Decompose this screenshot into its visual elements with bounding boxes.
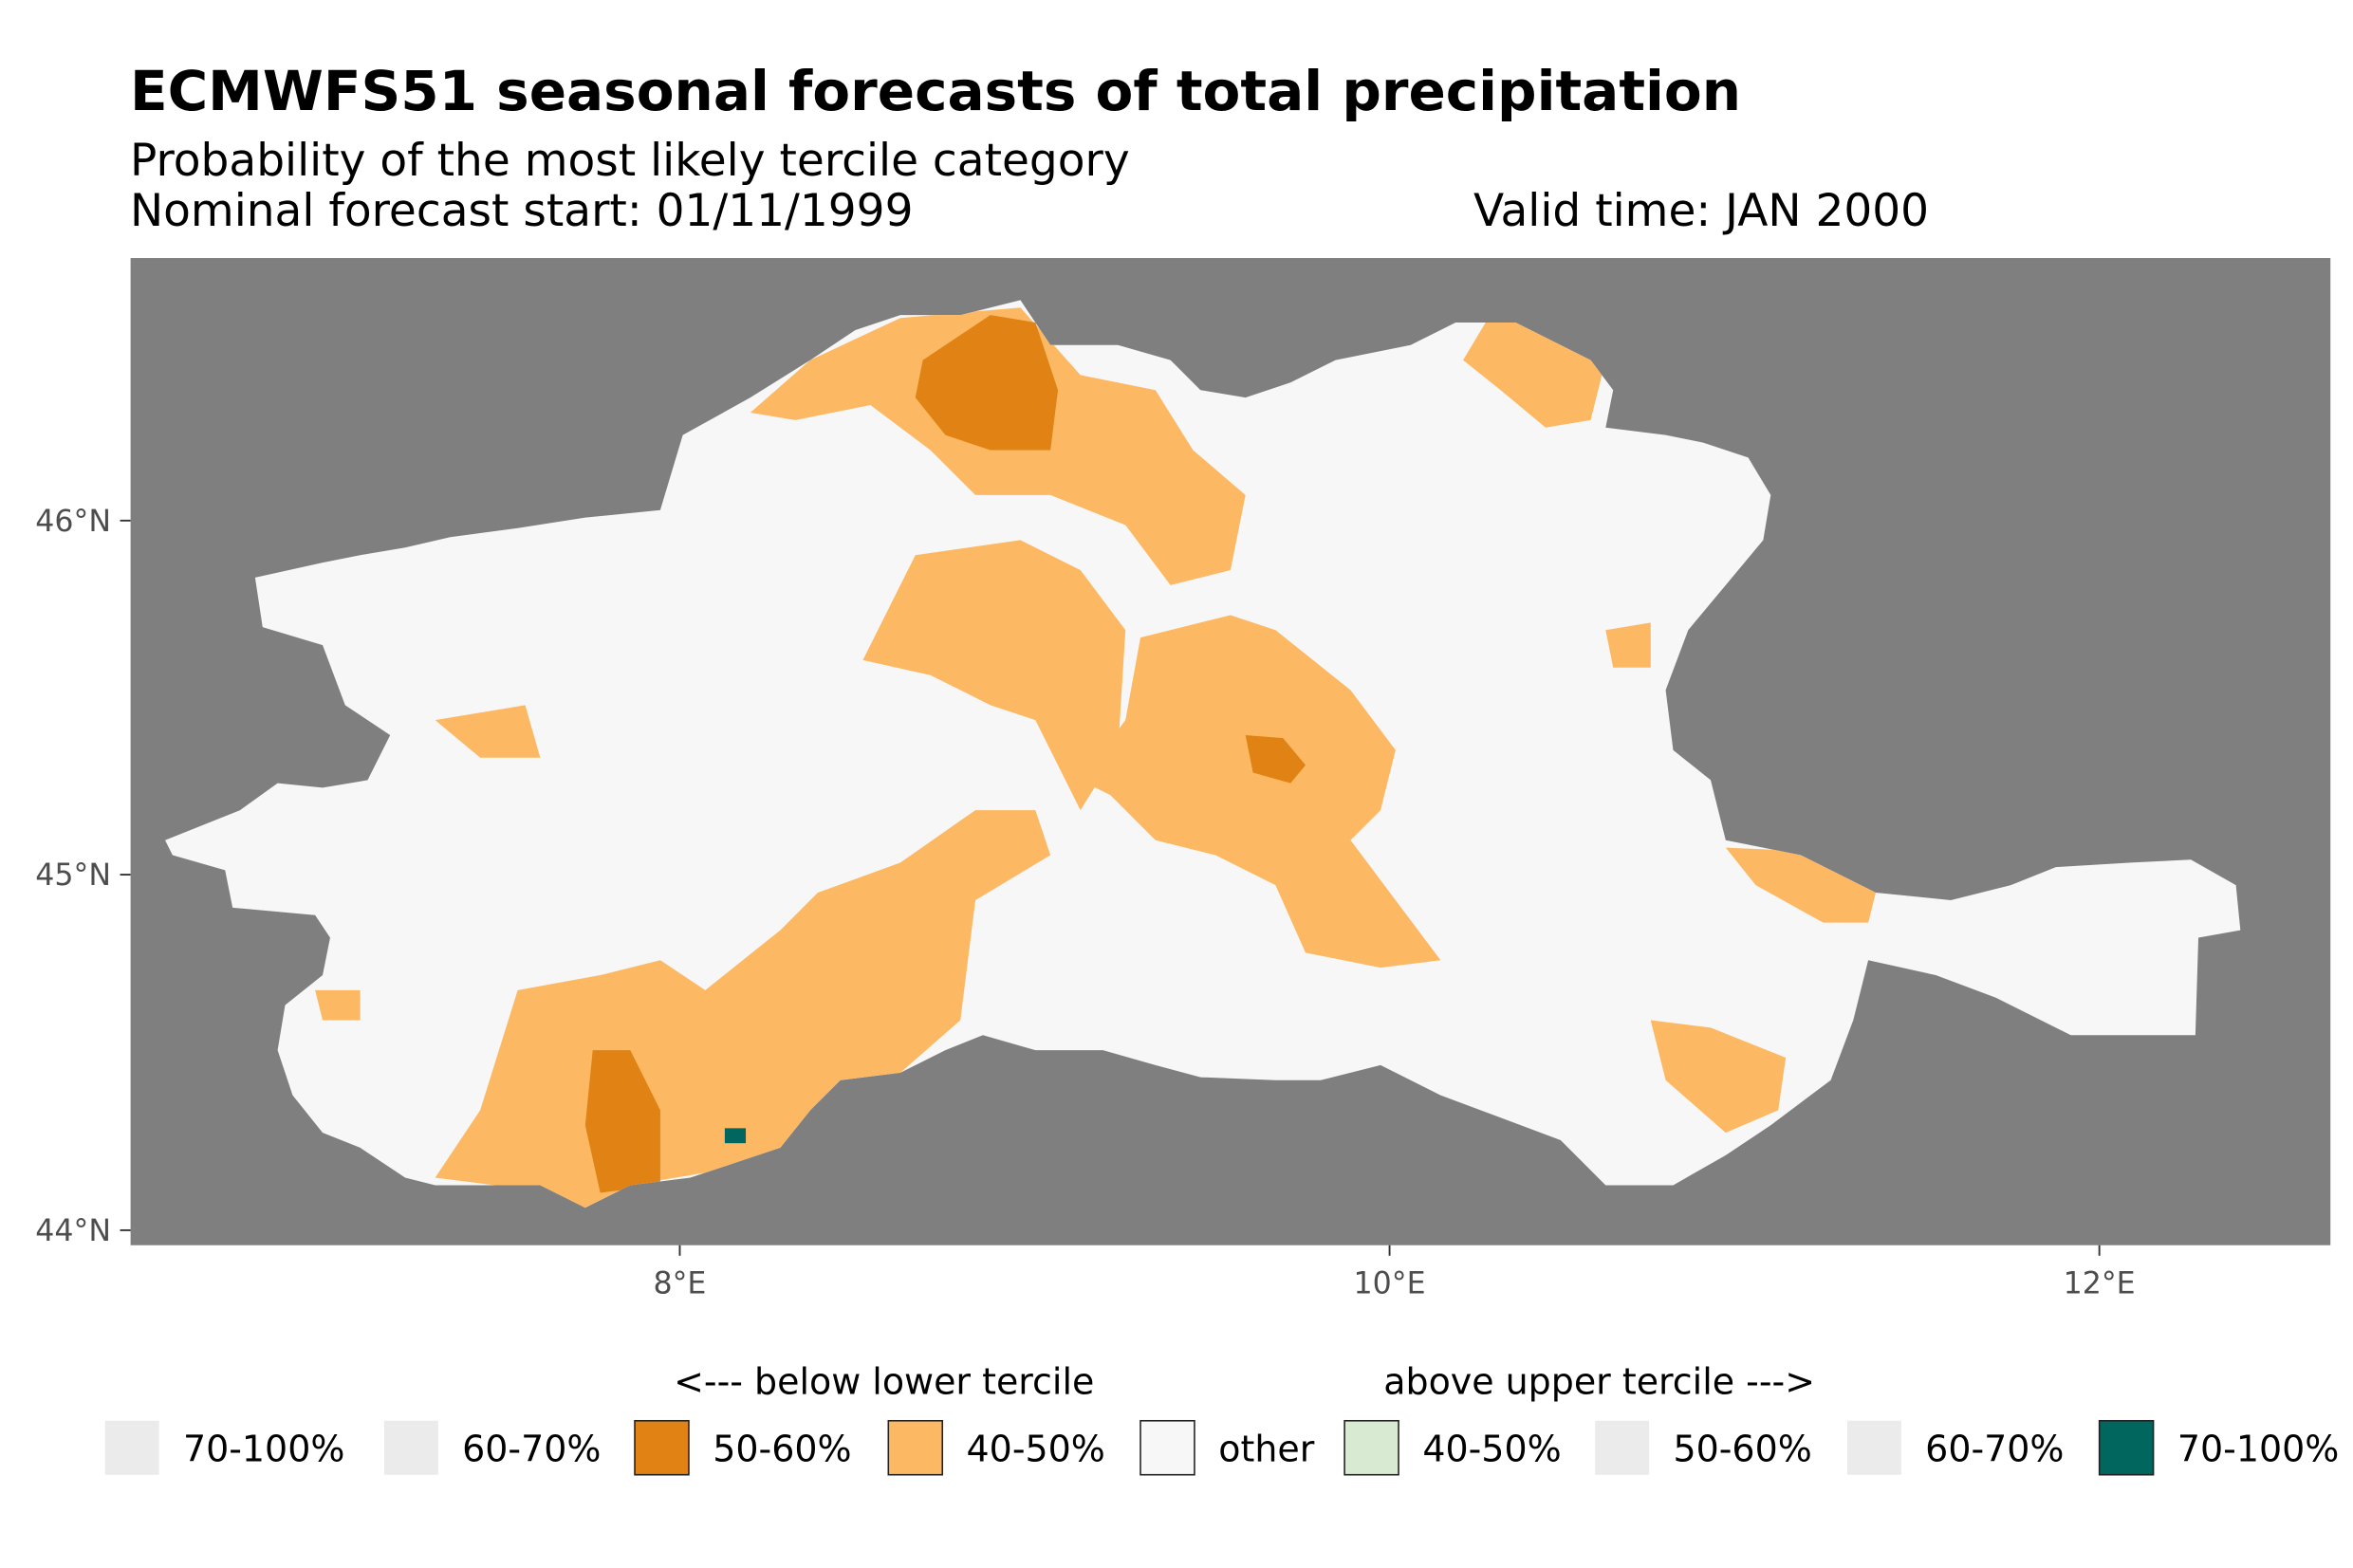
legend-label: 60-70% [1925,1428,2064,1469]
y-tick-label: 45°N [35,858,111,893]
x-tick-label: 12°E [2064,1266,2136,1301]
region-below-40-50-center [862,540,1126,811]
region-below-50-60-center [1245,734,1306,784]
region-above-70-100 [724,1128,747,1144]
forecast-start: Nominal forecast start: 01/11/1999 [130,185,914,237]
legend-key [2098,1419,2155,1476]
legend-title-above: above upper tercile ---> [1383,1360,1815,1402]
legend-key [1343,1419,1399,1476]
chart-subtitle: Probability of the most likely tercile c… [130,135,1130,187]
region-below-40-50-east [1080,615,1441,968]
legend-label: 40-50% [1422,1428,1561,1469]
legend-key [634,1419,690,1476]
legend-key [1139,1419,1195,1476]
x-tick-label: 8°E [654,1266,707,1301]
y-tick-label: 46°N [35,505,111,539]
legend-key [1846,1420,1901,1475]
legend-key [104,1420,159,1475]
legend-key [1595,1420,1650,1475]
y-tick-label: 44°N [35,1214,111,1248]
legend-label: 40-50% [967,1428,1105,1469]
legend-label: 60-70% [462,1428,601,1469]
valid-time: Valid time: JAN 2000 [1473,185,1930,237]
region-below-50-60-north [915,315,1059,451]
region-below-40-50-southeast [1650,1020,1787,1134]
legend-key [383,1420,438,1475]
legend-label: 50-60% [1673,1428,1811,1469]
region-below-50-60-southwest [584,1050,660,1193]
legend-label: other [1218,1428,1314,1469]
legend-label: 50-60% [713,1428,851,1469]
legend-key [887,1419,944,1476]
x-tick-label: 10°E [1354,1266,1426,1301]
chart-title: ECMWFS51 seasonal forecasts of total pre… [130,59,1742,123]
legend-label: 70-100% [183,1428,344,1469]
legend-title-below: <--- below lower tercile [674,1360,1094,1402]
legend-label: 70-100% [2177,1428,2339,1469]
